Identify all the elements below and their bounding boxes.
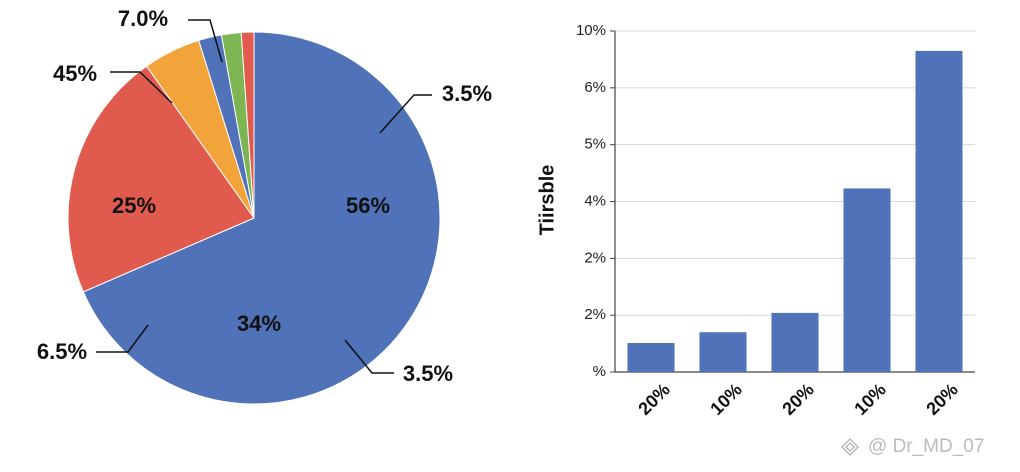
pie-annotation: 25% (112, 193, 156, 218)
pie-slice (240, 31, 255, 219)
callout-line (344, 339, 394, 374)
pie-annotation: 7.0% (118, 6, 168, 31)
y-tick-label: 10% (576, 22, 606, 39)
pie-annotation: 3.5% (442, 81, 492, 106)
pie-annotation: 3.5% (403, 361, 453, 386)
bar (627, 343, 675, 372)
y-tick-label: 2% (584, 306, 606, 323)
pie-annotation: 56% (346, 193, 390, 218)
y-tick-label: 2% (584, 249, 606, 266)
pie-annotation: 34% (237, 311, 281, 336)
y-tick-label: 6% (584, 79, 606, 96)
bar (915, 50, 963, 373)
bar (699, 332, 747, 372)
bar (843, 188, 891, 372)
callout-line (110, 71, 173, 104)
callout-line (96, 324, 149, 353)
pie-annotation: 6.5% (37, 339, 87, 364)
pie-slice (82, 31, 441, 405)
y-tick-label: % (593, 363, 606, 380)
y-axis-label: Tiirsble (536, 165, 558, 236)
callout-line (379, 94, 432, 134)
y-tick-label: 4% (584, 192, 606, 209)
watermark-icon (840, 437, 860, 457)
y-tick-label: 5% (584, 136, 606, 153)
pie-slice (67, 65, 255, 293)
callout-line (188, 19, 223, 63)
pie-annotation: 45% (53, 61, 97, 86)
watermark: @ Dr_MD_07 (868, 436, 984, 457)
bar (771, 312, 819, 372)
